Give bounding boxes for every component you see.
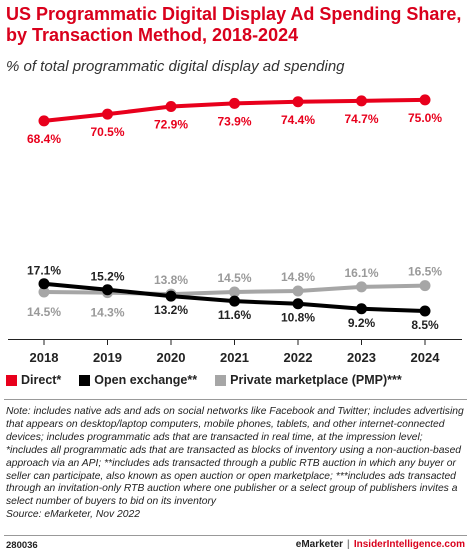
x-tick-label-2019: 2019	[93, 350, 122, 365]
legend-item-open-exchange: Open exchange**	[79, 373, 197, 387]
brand-insider-intelligence: InsiderIntelligence.com	[353, 539, 465, 550]
data-point-open-exchange-2024	[419, 305, 431, 317]
chart-id: 280036	[6, 540, 38, 551]
line-chart: 2018 2019 2020 2021 2022 2023 2024 68.4% 70.5% 72…	[8, 94, 462, 365]
legend-label-pmp: Private marketplace (PMP)***	[230, 373, 402, 387]
legend-label-direct: Direct*	[21, 373, 62, 387]
data-label-direct-2020: 72.9%	[154, 118, 188, 132]
footer-brand: eMarketer | InsiderIntelligence.com	[296, 539, 465, 550]
data-label-direct-2018: 68.4%	[27, 132, 61, 146]
data-point-direct-2019	[102, 108, 113, 120]
chart-legend: Direct* Open exchange** Private marketpl…	[6, 373, 466, 387]
data-label-pmp-2024: 16.5%	[408, 265, 442, 279]
data-label-direct-2021: 73.9%	[217, 114, 251, 128]
data-label-open-exchange-2024: 8.5%	[411, 318, 439, 332]
x-tick-label-2022: 2022	[284, 350, 313, 365]
data-point-open-exchange-2018	[38, 278, 50, 290]
footer-divider	[4, 535, 467, 536]
data-label-pmp-2019: 14.3%	[90, 306, 124, 320]
data-point-direct-2018	[38, 115, 50, 127]
data-label-open-exchange-2021: 11.6%	[218, 308, 252, 322]
data-point-direct-2021	[229, 97, 240, 109]
data-label-pmp-2021: 14.5%	[217, 271, 251, 285]
data-point-open-exchange-2022	[292, 298, 304, 310]
data-label-pmp-2020: 13.8%	[154, 273, 188, 287]
data-point-open-exchange-2020	[165, 290, 177, 302]
data-label-open-exchange-2020: 13.2%	[154, 303, 188, 317]
data-point-pmp-2023	[356, 281, 367, 293]
data-point-open-exchange-2019	[102, 284, 113, 296]
data-label-pmp-2023: 16.1%	[344, 266, 378, 280]
note-text: Note: includes native ads and ads on soc…	[6, 406, 464, 508]
brand-emarketer: eMarketer	[295, 539, 344, 550]
chart-note: Note: includes native ads and ads on soc…	[6, 406, 466, 522]
data-point-direct-2024	[419, 94, 431, 106]
data-label-pmp-2022: 14.8%	[281, 270, 315, 284]
data-label-pmp-2018: 14.5%	[27, 305, 61, 319]
data-label-open-exchange-2022: 10.8%	[281, 311, 315, 325]
legend-label-open-exchange: Open exchange**	[94, 373, 198, 387]
legend-swatch-pmp	[215, 374, 227, 386]
data-point-direct-2020	[165, 101, 177, 113]
data-point-pmp-2021	[229, 286, 240, 298]
source-text: Source: eMarketer, Nov 2022	[6, 509, 140, 521]
legend-item-direct: Direct*	[6, 373, 61, 387]
data-point-pmp-2022	[292, 285, 304, 297]
legend-swatch-direct	[6, 374, 17, 386]
data-label-direct-2023: 74.7%	[344, 112, 378, 126]
data-point-open-exchange-2023	[356, 303, 367, 315]
x-tick-label-2018: 2018	[30, 350, 59, 365]
data-point-direct-2022	[292, 96, 304, 108]
data-label-direct-2024: 75.0%	[408, 111, 442, 125]
x-tick-label-2024: 2024	[411, 350, 441, 365]
data-label-direct-2019: 70.5%	[90, 125, 124, 139]
chart-title: US Programmatic Digital Display Ad Spend…	[6, 4, 462, 45]
legend-swatch-open-exchange	[79, 374, 91, 386]
brand-separator: |	[347, 539, 350, 550]
x-tick-label-2020: 2020	[157, 350, 186, 365]
legend-item-pmp: Private marketplace (PMP)***	[215, 373, 402, 387]
data-point-pmp-2024	[419, 280, 431, 292]
data-label-open-exchange-2023: 9.2%	[348, 316, 376, 330]
data-label-open-exchange-2018: 17.1%	[27, 264, 61, 278]
data-label-open-exchange-2019: 15.2%	[90, 270, 124, 284]
data-label-direct-2022: 74.4%	[281, 113, 315, 127]
data-point-pmp-2018	[38, 286, 50, 298]
data-point-direct-2023	[356, 95, 367, 107]
x-tick-label-2023: 2023	[347, 350, 376, 365]
x-tick-label-2021: 2021	[220, 350, 249, 365]
chart-subtitle: % of total programmatic digital display …	[6, 58, 345, 75]
divider	[4, 399, 467, 400]
data-point-open-exchange-2021	[229, 295, 240, 307]
